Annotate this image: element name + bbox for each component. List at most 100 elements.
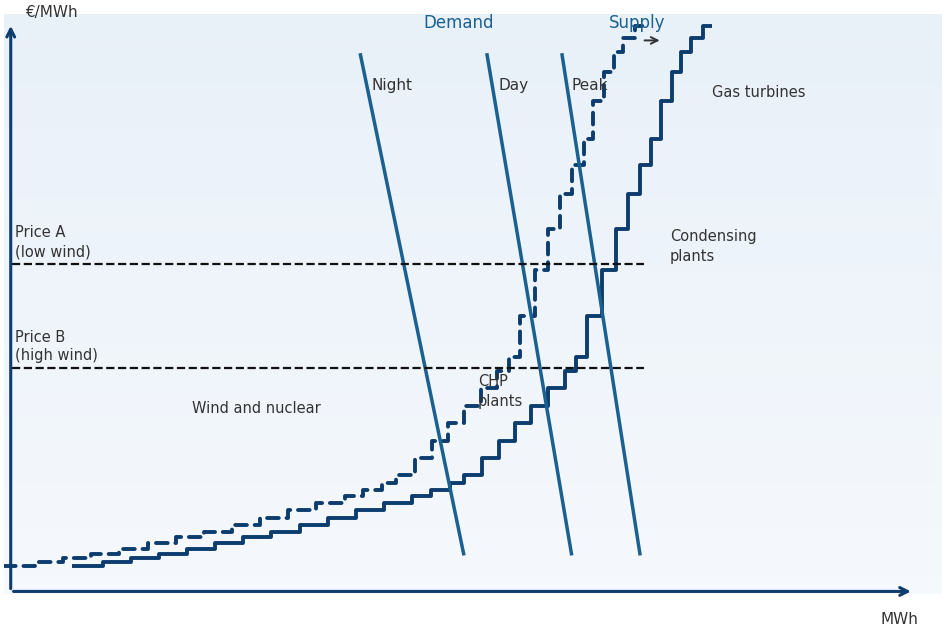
Text: Condensing
plants: Condensing plants [670, 229, 757, 264]
Bar [4, 183, 942, 185]
Bar [4, 122, 942, 124]
Bar [4, 72, 942, 75]
Bar [4, 432, 942, 435]
Bar [4, 560, 942, 563]
Bar [4, 252, 942, 255]
Bar [4, 93, 942, 95]
Bar [4, 145, 942, 148]
Bar [4, 212, 942, 214]
Bar [4, 389, 942, 391]
Bar [4, 63, 942, 67]
Bar [4, 151, 942, 153]
Bar [4, 409, 942, 411]
Bar [4, 78, 942, 81]
Bar [4, 495, 942, 499]
Bar [4, 136, 942, 139]
Bar [4, 571, 942, 574]
Bar [4, 429, 942, 432]
Bar [4, 435, 942, 438]
Bar [4, 528, 942, 531]
Bar [4, 322, 942, 325]
Bar [4, 162, 942, 165]
Bar [4, 223, 942, 226]
Bar [4, 139, 942, 142]
Bar [4, 55, 942, 58]
Bar [4, 411, 942, 414]
Bar [4, 554, 942, 556]
Bar [4, 284, 942, 287]
Bar [4, 574, 942, 577]
Text: Supply: Supply [609, 14, 665, 32]
Bar [4, 328, 942, 330]
Bar [4, 235, 942, 237]
Bar [4, 467, 942, 470]
Bar [4, 99, 942, 101]
Bar [4, 84, 942, 87]
Bar [4, 365, 942, 368]
Bar [4, 17, 942, 20]
Bar [4, 472, 942, 475]
Bar [4, 26, 942, 29]
Bar [4, 394, 942, 397]
Bar [4, 418, 942, 420]
Bar [4, 516, 942, 519]
Bar [4, 380, 942, 382]
Bar [4, 386, 942, 389]
Bar [4, 67, 942, 70]
Bar [4, 49, 942, 52]
Bar [4, 267, 942, 269]
Text: Day: Day [499, 78, 529, 93]
Bar [4, 148, 942, 151]
Bar [4, 545, 942, 548]
Bar [4, 142, 942, 145]
Bar [4, 542, 942, 545]
Bar [4, 23, 942, 26]
Bar [4, 275, 942, 278]
Bar [4, 368, 942, 371]
Bar [4, 371, 942, 374]
Bar [4, 316, 942, 319]
Bar [4, 32, 942, 35]
Bar [4, 548, 942, 551]
Text: Price B
(high wind): Price B (high wind) [15, 330, 98, 364]
Bar [4, 307, 942, 310]
Bar [4, 565, 942, 568]
Bar [4, 200, 942, 203]
Bar [4, 423, 942, 426]
Bar [4, 61, 942, 63]
Bar [4, 563, 942, 565]
Bar [4, 168, 942, 171]
Bar [4, 522, 942, 525]
Bar [4, 273, 942, 275]
Bar [4, 185, 942, 188]
Bar [4, 551, 942, 554]
Bar [4, 249, 942, 252]
Bar [4, 192, 942, 194]
Bar [4, 342, 942, 345]
Bar [4, 298, 942, 301]
Bar [4, 90, 942, 93]
Bar [4, 104, 942, 107]
Bar [4, 46, 942, 49]
Text: Wind and nuclear: Wind and nuclear [192, 401, 321, 416]
Bar [4, 350, 942, 354]
Bar [4, 261, 942, 264]
Bar [4, 443, 942, 447]
Bar [4, 452, 942, 455]
Bar [4, 458, 942, 461]
Bar [4, 176, 942, 180]
Bar [4, 577, 942, 580]
Bar [4, 153, 942, 156]
Bar [4, 588, 942, 592]
Bar [4, 101, 942, 104]
Bar [4, 133, 942, 136]
Bar [4, 420, 942, 423]
Bar [4, 397, 942, 400]
Bar [4, 232, 942, 235]
Bar [4, 400, 942, 403]
Bar [4, 391, 942, 394]
Bar [4, 87, 942, 90]
Bar [4, 110, 942, 113]
Bar [4, 377, 942, 380]
Bar [4, 357, 942, 359]
